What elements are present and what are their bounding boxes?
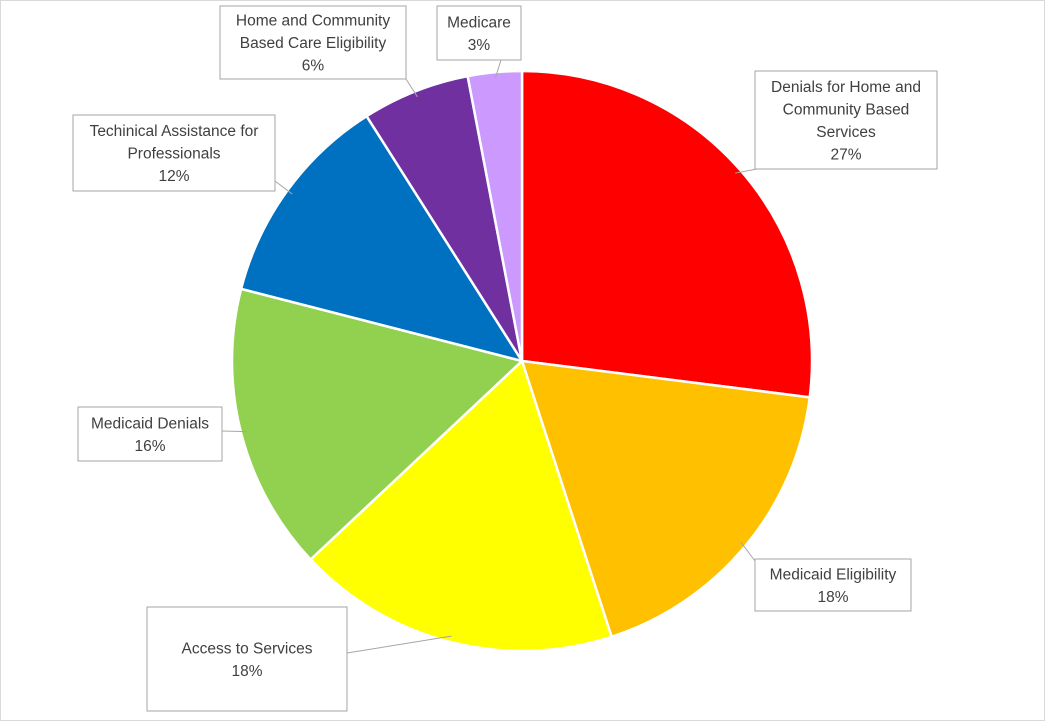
data-label-category: Medicare — [447, 14, 511, 31]
leader-line-medicaid-denials — [221, 430, 247, 433]
data-label-percent: 27% — [830, 146, 861, 163]
pie-slice-medicare — [466, 69, 524, 363]
data-label-text: Medicaid Denials 16% — [91, 415, 209, 455]
pie-slice-medicaid-denials — [230, 287, 524, 561]
leader-line-home-and-community-based-care-eligibility — [405, 78, 418, 98]
data-label-medicare: Medicare 3% — [436, 5, 522, 61]
leader-line-access-to-services — [346, 635, 452, 654]
data-label-category: Access to Services — [182, 640, 313, 657]
data-label-box — [146, 606, 348, 712]
data-label-category: Techinical Assistance for — [90, 123, 259, 140]
leader-lines — [221, 59, 758, 654]
leader-line-denials-for-home-and-community-based-services — [734, 168, 758, 174]
data-label-category: Home and Community — [236, 13, 390, 30]
data-label-box — [436, 5, 522, 61]
leader-line-techinical-assistance-for-professionals — [274, 180, 293, 195]
data-label-category: Medicaid Denials — [91, 415, 209, 432]
data-label-percent: 18% — [817, 589, 848, 606]
data-label-category: Community Based — [783, 101, 910, 118]
leader-line-medicare — [494, 59, 502, 79]
data-label-text: Denials for Home and Community Based Servi… — [771, 79, 921, 164]
data-label-home-and-community-based-care-eligibility: Home and Community Based Care Eligibility… — [219, 5, 407, 80]
data-label-text: Medicare 3% — [447, 14, 511, 54]
data-label-text: Medicaid Eligibility 18% — [770, 566, 897, 606]
data-label-medicaid-denials: Medicaid Denials 16% — [77, 406, 223, 462]
pie-slice-medicaid-eligibility — [520, 359, 811, 639]
data-label-text: Access to Services 18% — [182, 640, 313, 680]
data-label-text: Home and Community Based Care Eligibility… — [236, 13, 390, 75]
data-label-category: Denials for Home and — [771, 79, 921, 96]
data-label-category: Services — [816, 124, 876, 141]
data-label-percent: 12% — [158, 168, 189, 185]
data-label-box — [754, 558, 912, 612]
data-label-category: Medicaid Eligibility — [770, 566, 897, 583]
data-labels: Denials for Home and Community Based Servi… — [72, 5, 938, 712]
pie-slice-access-to-services — [309, 359, 613, 653]
data-label-box — [219, 5, 407, 80]
data-label-percent: 18% — [231, 663, 262, 680]
data-label-denials-for-home-and-community-based-services: Denials for Home and Community Based Servi… — [754, 70, 938, 170]
data-label-percent: 6% — [302, 58, 325, 75]
leader-line-medicaid-eligibility — [740, 541, 756, 562]
data-label-percent: 3% — [468, 37, 491, 54]
data-label-category: Professionals — [127, 146, 220, 163]
data-label-techinical-assistance-for-professionals: Techinical Assistance for Professionals 12… — [72, 114, 276, 192]
data-label-percent: 16% — [134, 438, 165, 455]
data-label-box — [72, 114, 276, 192]
pie-slices — [230, 69, 814, 653]
data-label-medicaid-eligibility: Medicaid Eligibility 18% — [754, 558, 912, 612]
data-label-box — [77, 406, 223, 462]
pie-slice-denials-for-home-and-community-based-services — [520, 69, 814, 399]
data-label-access-to-services: Access to Services 18% — [146, 606, 348, 712]
data-label-category: Based Care Eligibility — [240, 35, 387, 52]
data-label-text: Techinical Assistance for Professionals 12… — [90, 123, 259, 185]
data-label-box — [754, 70, 938, 170]
